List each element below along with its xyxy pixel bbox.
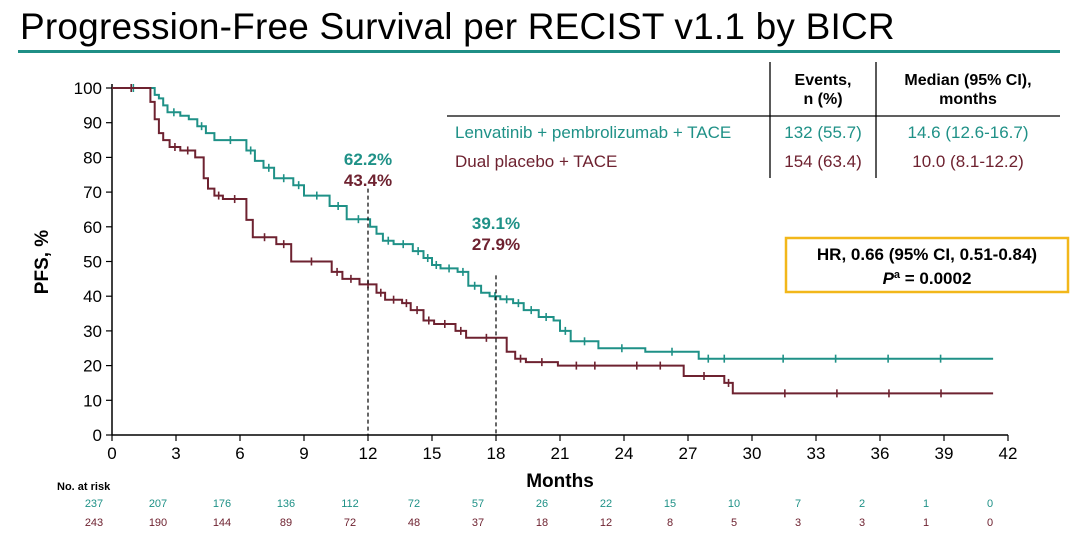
at-risk-count: 144: [213, 517, 231, 529]
x-axis-title: Months: [526, 471, 594, 492]
at-risk-count: 2: [859, 498, 865, 510]
at-risk-count: 26: [536, 498, 548, 510]
x-tick-label: 12: [359, 444, 378, 463]
y-tick-label: 70: [83, 183, 102, 202]
at-risk-count: 136: [277, 498, 295, 510]
x-tick-label: 3: [171, 444, 180, 463]
y-tick-label: 80: [83, 148, 102, 167]
at-risk-count: 0: [987, 517, 993, 529]
legend-table: Events, n (%) Median (95% CI), months Lenvat…: [447, 62, 1060, 178]
table-header-label: months: [939, 91, 997, 108]
landmark-label: 39.1%: [472, 214, 520, 233]
x-tick-label: 15: [423, 444, 442, 463]
table-header-label: Median (95% CI),: [904, 72, 1031, 89]
at-risk-count: 243: [85, 517, 103, 529]
x-tick-label: 0: [107, 444, 116, 463]
at-risk-count: 37: [472, 517, 484, 529]
hazard-ratio-box: HR, 0.66 (95% CI, 0.51-0.84) Pa = 0.0002: [784, 236, 1070, 294]
y-tick-label: 90: [83, 114, 102, 133]
at-risk-count: 237: [85, 498, 103, 510]
km-curve-2: [112, 87, 994, 395]
at-risk-count: 1: [923, 498, 929, 510]
landmark-label: 43.4%: [344, 171, 392, 190]
x-tick-label: 18: [487, 444, 506, 463]
at-risk-count: 7: [795, 498, 801, 510]
legend-arm-name: Dual placebo + TACE: [455, 152, 617, 171]
landmark-label: 62.2%: [344, 150, 392, 169]
title-divider: [18, 50, 1060, 53]
legend-median: 10.0 (8.1-12.2): [912, 152, 1024, 171]
y-tick-label: 30: [83, 322, 102, 341]
at-risk-count: 207: [149, 498, 167, 510]
at-risk-count: 0: [987, 498, 993, 510]
table-header-label: Events,: [795, 72, 852, 89]
x-tick-label: 9: [299, 444, 308, 463]
at-risk-count: 10: [728, 498, 740, 510]
at-risk-count: 18: [536, 517, 548, 529]
hr-value: HR, 0.66 (95% CI, 0.51-0.84): [817, 245, 1037, 264]
x-tick-label: 39: [935, 444, 954, 463]
at-risk-count: 15: [664, 498, 676, 510]
at-risk-count: 5: [731, 517, 737, 529]
y-tick-label: 40: [83, 287, 102, 306]
y-tick-label: 10: [83, 391, 102, 410]
annotations: 62.2% 39.1% 43.4% 27.9%: [344, 150, 520, 435]
x-tick-label: 21: [551, 444, 570, 463]
at-risk-count: 190: [149, 517, 167, 529]
at-risk-count: 1: [923, 517, 929, 529]
y-tick-label: 0: [93, 426, 102, 445]
at-risk-count: 3: [795, 517, 801, 529]
legend-median: 14.6 (12.6-16.7): [908, 123, 1029, 142]
at-risk-count: 22: [600, 498, 612, 510]
x-tick-label: 6: [235, 444, 244, 463]
hr-box-border: [784, 236, 1070, 294]
x-tick-label: 36: [871, 444, 890, 463]
at-risk-count: 48: [408, 517, 420, 529]
at-risk-count: 89: [280, 517, 292, 529]
x-tick-label: 27: [679, 444, 698, 463]
y-tick-label: 20: [83, 357, 102, 376]
at-risk-count: 12: [600, 517, 612, 529]
curves: [112, 84, 994, 398]
y-tick-label: 100: [74, 79, 102, 98]
slide-title: Progression-Free Survival per RECIST v1.…: [20, 6, 895, 47]
at-risk-count: 176: [213, 498, 231, 510]
x-tick-label: 30: [743, 444, 762, 463]
at-risk-count: 72: [408, 498, 420, 510]
x-tick-label: 33: [807, 444, 826, 463]
table-header-label: n (%): [803, 91, 842, 108]
legend-events: 154 (63.4): [784, 152, 862, 171]
x-tick-label: 42: [999, 444, 1018, 463]
y-tick-label: 50: [83, 253, 102, 272]
y-axis-title: PFS, %: [32, 230, 53, 295]
legend-arm-name: Lenvatinib + pembrolizumab + TACE: [455, 123, 731, 142]
at-risk-count: 57: [472, 498, 484, 510]
at-risk-label: No. at risk: [57, 481, 111, 493]
y-tick-label: 60: [83, 218, 102, 237]
p-value: Pa = 0.0002: [883, 269, 972, 288]
at-risk-count: 112: [341, 498, 359, 510]
legend-events: 132 (55.7): [784, 123, 862, 142]
at-risk-count: 72: [344, 517, 356, 529]
x-tick-label: 24: [615, 444, 634, 463]
at-risk-count: 3: [859, 517, 865, 529]
at-risk-count: 8: [667, 517, 673, 529]
landmark-label: 27.9%: [472, 235, 520, 254]
